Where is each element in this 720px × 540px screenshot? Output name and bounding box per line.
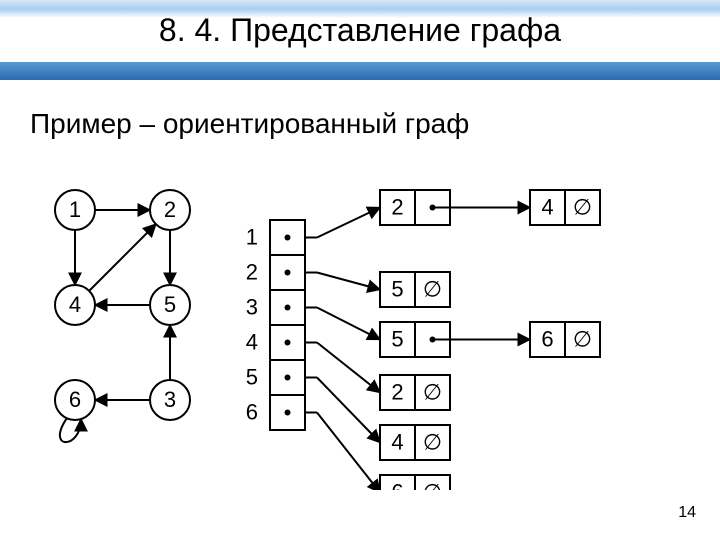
slide-subtitle: Пример – ориентированный граф	[30, 108, 469, 140]
svg-text:∅: ∅	[423, 480, 442, 491]
svg-text:∅: ∅	[573, 327, 592, 352]
svg-text:1: 1	[246, 225, 258, 250]
svg-text:6: 6	[391, 480, 403, 491]
page-number: 14	[678, 504, 696, 522]
svg-text:5: 5	[246, 365, 258, 390]
svg-text:2: 2	[391, 380, 403, 405]
svg-text:∅: ∅	[573, 195, 592, 220]
svg-text:3: 3	[246, 295, 258, 320]
svg-text:4: 4	[391, 430, 403, 455]
directed-graph: 1 2 4 5 6 3	[55, 190, 190, 442]
svg-text:∅: ∅	[423, 380, 442, 405]
svg-text:5: 5	[391, 327, 403, 352]
svg-text:1: 1	[69, 197, 81, 222]
graph-diagram: 1 2 4 5 6 3 1 2 3 4 5 6 2 4 ∅ 5 ∅ 5 6 ∅ 2 ∅ 4 ∅ 6 ∅	[20, 160, 700, 490]
svg-text:4: 4	[541, 195, 553, 220]
svg-text:2: 2	[164, 197, 176, 222]
svg-text:4: 4	[246, 330, 258, 355]
svg-text:6: 6	[541, 327, 553, 352]
adjacency-list: 1 2 3 4 5 6 2 4 ∅ 5 ∅ 5 6 ∅ 2 ∅ 4 ∅ 6 ∅	[246, 190, 600, 490]
slide-title: 8. 4. Представление графа	[0, 12, 720, 49]
svg-text:∅: ∅	[423, 277, 442, 302]
slide-header: 8. 4. Представление графа	[0, 0, 720, 78]
svg-text:2: 2	[391, 195, 403, 220]
svg-text:3: 3	[164, 387, 176, 412]
svg-text:∅: ∅	[423, 430, 442, 455]
svg-text:5: 5	[391, 277, 403, 302]
svg-text:4: 4	[69, 292, 81, 317]
svg-text:2: 2	[246, 260, 258, 285]
svg-text:6: 6	[69, 387, 81, 412]
svg-text:5: 5	[164, 292, 176, 317]
svg-text:6: 6	[246, 400, 258, 425]
title-underline-bar	[0, 62, 720, 80]
